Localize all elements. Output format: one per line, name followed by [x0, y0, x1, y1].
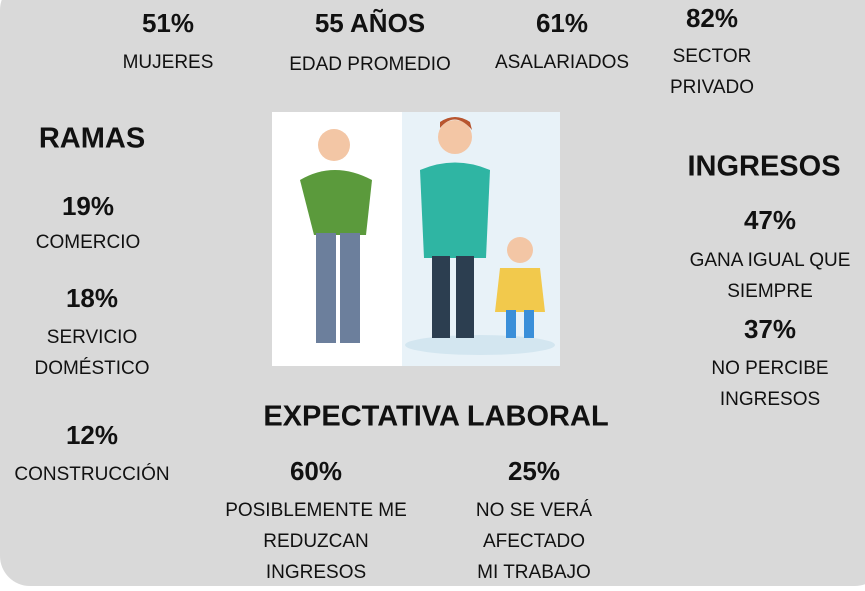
- section-title: RAMAS: [39, 123, 145, 155]
- stat-label: MUJERES: [123, 52, 214, 73]
- illustration: [272, 112, 560, 366]
- stat-value: 55 AÑOS: [315, 8, 425, 38]
- stat-label: REDUZCAN: [263, 531, 369, 552]
- stat-value: 82%: [686, 3, 738, 33]
- stat-label: DOMÉSTICO: [34, 358, 149, 379]
- stat-label: NO PERCIBE: [711, 358, 828, 379]
- stat-value: 25%: [508, 456, 560, 486]
- stat-label: PRIVADO: [670, 77, 754, 98]
- section-title: EXPECTATIVA LABORAL: [263, 401, 608, 433]
- stat-label: CONSTRUCCIÓN: [14, 463, 169, 485]
- stat-value: 37%: [744, 314, 796, 344]
- stat-value: 61%: [536, 8, 588, 38]
- stat-value: 18%: [66, 283, 118, 313]
- stat-value: 19%: [62, 191, 114, 221]
- stat-label: SIEMPRE: [727, 281, 813, 302]
- stat-label: INGRESOS: [266, 562, 366, 583]
- stat-label: POSIBLEMENTE ME: [225, 500, 407, 521]
- stat-label: AFECTADO: [483, 531, 585, 552]
- stat-value: 47%: [744, 205, 796, 235]
- stat-label: COMERCIO: [36, 232, 141, 253]
- stat-value: 12%: [66, 420, 118, 450]
- stat-label: NO SE VERÁ: [476, 500, 592, 521]
- stat-label: SECTOR: [673, 46, 752, 67]
- stat-label: SERVICIO: [47, 327, 137, 348]
- stat-value: 60%: [290, 456, 342, 486]
- infographic: 51% MUJERES 55 AÑOS EDAD PROMEDIO 61% AS…: [0, 0, 865, 586]
- stat-label: MI TRABAJO: [477, 562, 591, 583]
- stat-label: GANA IGUAL QUE: [690, 250, 851, 271]
- stat-value: 51%: [142, 8, 194, 38]
- section-title: INGRESOS: [687, 151, 840, 183]
- stat-label: INGRESOS: [720, 389, 820, 410]
- stat-label: ASALARIADOS: [495, 52, 629, 73]
- stat-label: EDAD PROMEDIO: [289, 54, 451, 75]
